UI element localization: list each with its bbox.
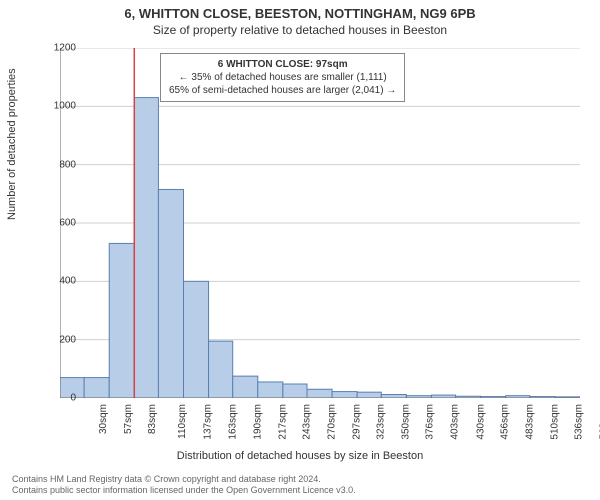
footer-line2: Contains public sector information licen… <box>12 485 356 496</box>
y-tick-label: 200 <box>36 334 76 345</box>
y-tick-label: 600 <box>36 218 76 229</box>
x-tick-label: 110sqm <box>177 404 188 439</box>
x-tick-label: 163sqm <box>227 404 238 440</box>
footer: Contains HM Land Registry data © Crown c… <box>12 474 356 496</box>
x-tick-label: 270sqm <box>327 404 338 440</box>
x-tick-label: 297sqm <box>352 404 363 440</box>
x-tick-label: 190sqm <box>252 404 263 440</box>
y-tick-label: 800 <box>36 159 76 170</box>
y-tick-label: 1200 <box>36 43 76 54</box>
annotation-line2: 65% of semi-detached houses are larger (… <box>169 84 396 97</box>
x-tick-label: 323sqm <box>376 404 387 440</box>
title-main: 6, WHITTON CLOSE, BEESTON, NOTTINGHAM, N… <box>0 0 600 21</box>
x-tick-label: 510sqm <box>549 404 560 440</box>
x-tick-label: 536sqm <box>574 404 585 440</box>
title-sub: Size of property relative to detached ho… <box>0 21 600 37</box>
chart-container: 6, WHITTON CLOSE, BEESTON, NOTTINGHAM, N… <box>0 0 600 500</box>
y-tick-label: 400 <box>36 276 76 287</box>
x-tick-label: 243sqm <box>301 404 312 440</box>
x-tick-label: 57sqm <box>123 404 134 434</box>
x-tick-label: 350sqm <box>401 404 412 440</box>
x-axis-label: Distribution of detached houses by size … <box>0 450 600 462</box>
annotation-box: 6 WHITTON CLOSE: 97sqm ← 35% of detached… <box>160 53 405 102</box>
x-tick-label: 376sqm <box>425 404 436 440</box>
x-tick-label: 483sqm <box>524 404 535 440</box>
x-tick-label: 430sqm <box>475 404 486 440</box>
annotation-title: 6 WHITTON CLOSE: 97sqm <box>169 58 396 71</box>
x-tick-label: 30sqm <box>98 404 109 434</box>
x-tick-label: 403sqm <box>450 404 461 440</box>
y-axis-label: Number of detached properties <box>6 68 18 220</box>
x-tick-label: 137sqm <box>203 404 214 440</box>
x-tick-label: 217sqm <box>277 404 288 440</box>
chart-area: 6 WHITTON CLOSE: 97sqm ← 35% of detached… <box>60 48 580 398</box>
x-tick-label: 456sqm <box>499 404 510 440</box>
footer-line1: Contains HM Land Registry data © Crown c… <box>12 474 356 485</box>
annotation-line1: ← 35% of detached houses are smaller (1,… <box>169 71 396 84</box>
y-tick-label: 0 <box>36 393 76 404</box>
x-tick-label: 83sqm <box>147 404 158 434</box>
y-tick-label: 1000 <box>36 101 76 112</box>
